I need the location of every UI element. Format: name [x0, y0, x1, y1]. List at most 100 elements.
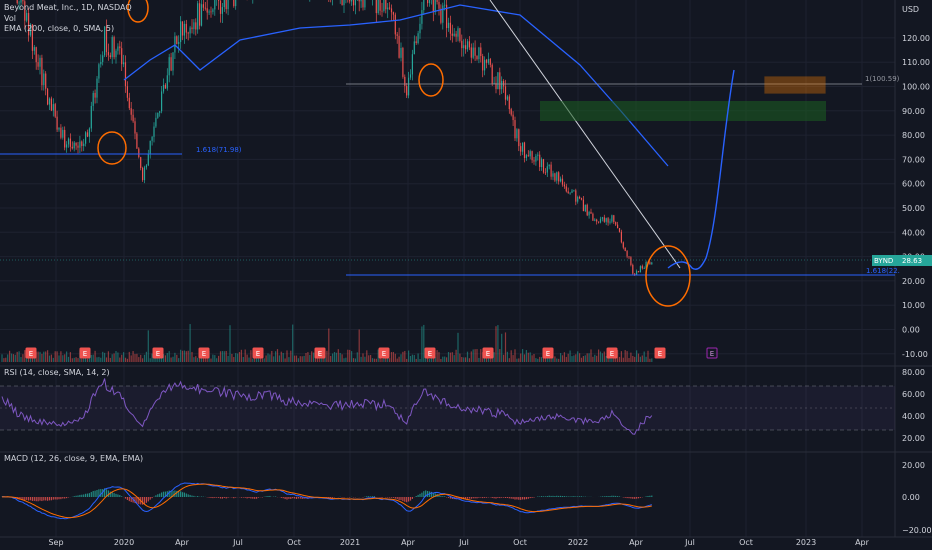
candle-body: [39, 57, 41, 67]
volume-bar: [366, 350, 368, 362]
macd-histogram-bar: [138, 497, 140, 505]
macd-histogram-bar: [533, 497, 535, 498]
candle-body: [455, 33, 457, 37]
volume-bar: [98, 356, 100, 362]
volume-bar: [537, 358, 539, 362]
candle-body: [81, 141, 83, 147]
macd-histogram-bar: [522, 497, 524, 500]
macd-histogram-bar: [58, 497, 60, 500]
volume-bar: [143, 354, 146, 362]
candle-body: [470, 47, 472, 58]
volume-bar: [561, 355, 564, 362]
macd-histogram-bar: [149, 497, 151, 500]
volume-bar: [370, 354, 372, 362]
volume-bar: [601, 353, 603, 362]
candle-body: [354, 0, 356, 6]
macd-histogram-bar: [408, 497, 410, 502]
macd-histogram-bar: [88, 493, 90, 497]
macd-histogram-bar: [411, 497, 413, 499]
macd-histogram-bar: [288, 497, 290, 499]
macd-histogram-bar: [504, 497, 507, 499]
volume-bar: [356, 352, 358, 362]
candle-body: [157, 112, 159, 118]
candle-body: [202, 4, 204, 8]
volume-bar: [622, 357, 624, 362]
candle-body: [580, 198, 583, 200]
candle-body: [482, 56, 484, 71]
volume-bar: [96, 357, 98, 362]
volume-bar: [626, 351, 628, 362]
candle-body: [223, 0, 225, 8]
volume-bar: [267, 353, 269, 362]
macd-histogram-bar: [575, 496, 577, 497]
volume-bar: [92, 354, 94, 362]
volume-bar: [128, 351, 130, 362]
volume-bar: [290, 350, 292, 362]
macd-histogram-bar: [292, 497, 294, 499]
volume-bar: [299, 356, 301, 362]
candle-body: [436, 0, 438, 2]
macd-histogram-bar: [96, 489, 98, 497]
volume-bar: [166, 353, 168, 362]
macd-histogram-bar: [373, 496, 375, 497]
time-tick-label: Apr: [629, 538, 644, 547]
volume-bar: [624, 350, 626, 362]
volume-bar: [628, 358, 630, 362]
candle-body: [520, 146, 522, 152]
macd-histogram-bar: [466, 497, 469, 499]
macd-histogram-bar: [567, 496, 569, 497]
candle-body: [64, 129, 66, 148]
macd-histogram-bar: [605, 496, 607, 497]
candle-body: [535, 155, 537, 162]
volume-bar: [64, 354, 66, 362]
volume-bar: [263, 358, 265, 362]
candle-body: [58, 127, 60, 130]
volume-bar: [124, 357, 127, 362]
macd-histogram-bar: [256, 497, 258, 499]
candle-body: [208, 11, 210, 13]
candle-body: [191, 27, 193, 30]
rsi-tick-label: 60.00: [902, 390, 925, 399]
volume-bar: [446, 357, 448, 362]
candle-body: [214, 0, 216, 10]
macd-histogram-bar: [430, 491, 432, 497]
volume-bar: [560, 353, 562, 362]
volume-bar: [7, 354, 9, 362]
time-tick-label: Jul: [232, 538, 243, 547]
macd-histogram-bar: [531, 497, 533, 498]
candle-body: [514, 120, 516, 139]
candle-body: [546, 166, 548, 173]
candle-body: [516, 129, 518, 139]
macd-histogram-bar: [501, 497, 503, 498]
candle-body: [577, 196, 579, 202]
macd-histogram-bar: [22, 497, 24, 500]
candle-body: [624, 247, 626, 252]
volume-bar: [69, 352, 71, 362]
candle-body: [484, 59, 486, 71]
volume-bar: [480, 349, 482, 362]
macd-histogram-bar: [208, 497, 210, 498]
candle-body: [149, 140, 151, 155]
volume-bar: [522, 349, 524, 362]
volume-bar: [352, 358, 355, 362]
volume-bar: [199, 358, 201, 362]
candle-body: [187, 32, 189, 34]
candle-body: [170, 57, 172, 71]
macd-histogram-bar: [546, 496, 548, 497]
volume-bar: [242, 356, 244, 362]
macd-histogram-bar: [508, 497, 510, 499]
volume-bar: [643, 351, 645, 362]
macd-histogram-bar: [295, 497, 298, 499]
macd-histogram-bar: [563, 496, 565, 497]
highlight-circle: [97, 131, 127, 165]
macd-histogram-bar: [523, 497, 526, 500]
rsi-panel: [0, 378, 895, 435]
candle-body: [594, 219, 596, 221]
volume-bar: [326, 350, 328, 362]
macd-histogram-bar: [172, 490, 174, 497]
volume-bar: [466, 351, 469, 362]
candle-body: [387, 7, 389, 10]
candle-body: [615, 222, 617, 225]
macd-histogram-bar: [267, 496, 269, 497]
